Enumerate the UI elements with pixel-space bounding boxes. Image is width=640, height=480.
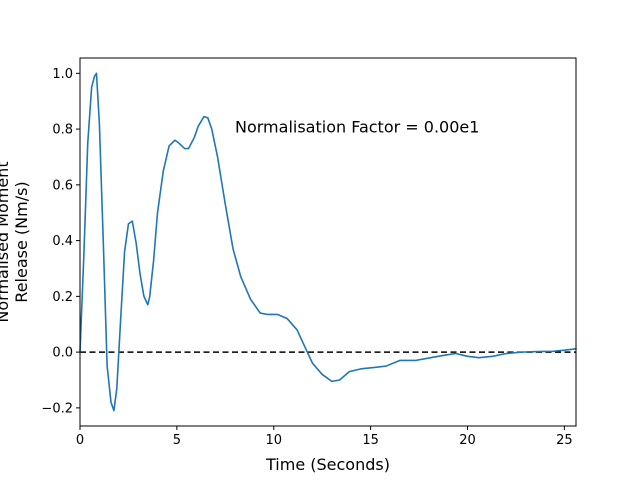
x-axis-label: Time (Seconds) [265,455,390,474]
y-tick-label: −0.2 [41,401,73,416]
x-tick-label: 5 [173,433,181,448]
y-tick-label: 0.4 [52,234,73,249]
x-tick-label: 25 [556,433,573,448]
series-line-0 [79,72,577,412]
axis-ticks: 0 5 10 15 20 25 −0.2 0.0 0.2 0.4 0.6 0.8 1.0 [41,67,572,448]
y-axis-label-line-1: Normalised Moment [0,161,12,322]
x-tick-label: 15 [362,433,379,448]
y-tick-label: 1.0 [52,67,73,82]
y-tick-label: 0.6 [52,178,73,193]
y-tick-label: 0.0 [52,346,73,361]
y-axis-label-line-2: Release (Nm/s) [12,181,31,302]
x-tick-label: 10 [265,433,282,448]
x-tick-label: 20 [459,433,476,448]
plot-frame [79,57,577,427]
plot-area [79,72,577,412]
x-tick-label: 0 [76,433,84,448]
y-tick-label: 0.2 [52,290,73,305]
y-tick-label: 0.8 [52,123,73,138]
normalisation-annotation: Normalisation Factor = 0.00e1 [235,117,479,136]
